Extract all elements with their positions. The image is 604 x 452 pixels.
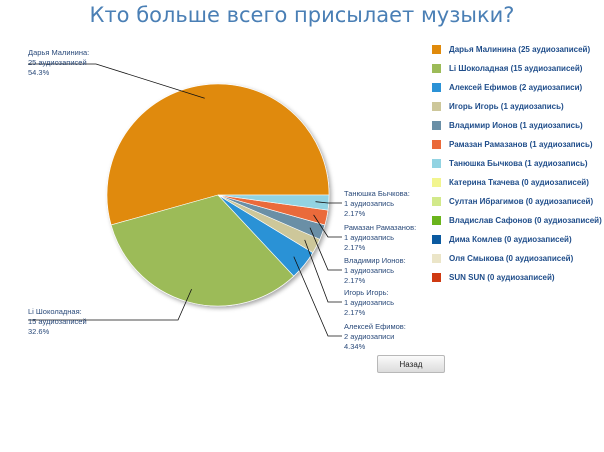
legend-label: Владислав Сафонов (0 аудиозаписей) xyxy=(449,216,602,225)
callout-percent: 2.17% xyxy=(344,276,366,285)
back-button[interactable]: Назад xyxy=(377,355,445,373)
legend-item: Дима Комлев (0 аудиозаписей) xyxy=(432,230,602,249)
slice-callout: Владимир Ионов: 1 аудиозапись 2.17% xyxy=(344,256,406,286)
legend-item: Султан Ибрагимов (0 аудиозаписей) xyxy=(432,192,602,211)
callout-name: Li Шоколадная: xyxy=(28,307,82,316)
legend-label: Рамазан Рамазанов (1 аудиозапись) xyxy=(449,140,593,149)
callout-leader-line xyxy=(304,239,342,303)
callout-percent: 2.17% xyxy=(344,209,366,218)
pie-slice xyxy=(110,194,295,307)
legend-swatch xyxy=(432,159,441,168)
callout-percent: 2.17% xyxy=(344,243,366,252)
legend-item: Танюшка Бычкова (1 аудиозапись) xyxy=(432,154,602,173)
legend-label: Игорь Игорь (1 аудиозапись) xyxy=(449,102,564,111)
callout-leader-line xyxy=(313,214,342,238)
legend-label: Алексей Ефимов (2 аудиозаписи) xyxy=(449,83,583,92)
slice-callout: Li Шоколадная: 15 аудиозаписей 32.6% xyxy=(28,307,87,337)
callout-count: 1 аудиозапись xyxy=(344,199,395,208)
callout-percent: 32.6% xyxy=(28,327,50,336)
legend-item: Катерина Ткачева (0 аудиозаписей) xyxy=(432,173,602,192)
legend-label: Султан Ибрагимов (0 аудиозаписей) xyxy=(449,197,594,206)
legend-swatch xyxy=(432,197,441,206)
legend-swatch xyxy=(432,273,441,282)
callout-name: Алексей Ефимов: xyxy=(344,322,406,331)
callout-leader-line xyxy=(28,63,205,99)
legend-item: Алексей Ефимов (2 аудиозаписи) xyxy=(432,78,602,97)
legend-label: Оля Смыкова (0 аудиозаписей) xyxy=(449,254,574,263)
pie-slice xyxy=(217,194,330,211)
legend-item: Оля Смыкова (0 аудиозаписей) xyxy=(432,249,602,268)
callout-count: 15 аудиозаписей xyxy=(28,317,87,326)
callout-name: Рамазан Рамазанов: xyxy=(344,223,417,232)
slice-callout: Игорь Игорь: 1 аудиозапись 2.17% xyxy=(344,288,394,318)
legend-swatch xyxy=(432,121,441,130)
callout-count: 1 аудиозапись xyxy=(344,266,395,275)
callout-name: Игорь Игорь: xyxy=(344,288,389,297)
legend-swatch xyxy=(432,64,441,73)
legend-label: Дарья Малинина (25 аудиозаписей) xyxy=(449,45,591,54)
legend-label: Li Шоколадная (15 аудиозаписей) xyxy=(449,64,583,73)
legend-item: Li Шоколадная (15 аудиозаписей) xyxy=(432,59,602,78)
slice-callout: Дарья Малинина: 25 аудиозаписей 54.3% xyxy=(28,48,89,78)
slice-callout: Танюшка Бычкова: 1 аудиозапись 2.17% xyxy=(344,189,410,219)
callout-count: 1 аудиозапись xyxy=(344,298,395,307)
legend-swatch xyxy=(432,178,441,187)
slice-callout: Алексей Ефимов: 2 аудиозаписи 4.34% xyxy=(344,322,406,352)
slice-callout: Рамазан Рамазанов: 1 аудиозапись 2.17% xyxy=(344,223,416,253)
legend-swatch xyxy=(432,254,441,263)
legend-item: Игорь Игорь (1 аудиозапись) xyxy=(432,97,602,116)
legend-label: Владимир Ионов (1 аудиозапись) xyxy=(449,121,583,130)
callout-count: 25 аудиозаписей xyxy=(28,58,87,67)
callout-count: 1 аудиозапись xyxy=(344,233,395,242)
legend-swatch xyxy=(432,140,441,149)
legend: Дарья Малинина (25 аудиозаписей) Li Шокол… xyxy=(432,40,602,287)
legend-swatch xyxy=(432,235,441,244)
callout-count: 2 аудиозаписи xyxy=(344,332,395,341)
legend-label: SUN SUN (0 аудиозаписей) xyxy=(449,273,555,282)
callout-name: Владимир Ионов: xyxy=(344,256,406,265)
legend-item: Рамазан Рамазанов (1 аудиозапись) xyxy=(432,135,602,154)
callout-percent: 54.3% xyxy=(28,68,50,77)
legend-item: Владислав Сафонов (0 аудиозаписей) xyxy=(432,211,602,230)
callout-percent: 4.34% xyxy=(344,342,366,351)
legend-label: Катерина Ткачева (0 аудиозаписей) xyxy=(449,178,589,187)
legend-item: Владимир Ионов (1 аудиозапись) xyxy=(432,116,602,135)
legend-swatch xyxy=(432,102,441,111)
legend-swatch xyxy=(432,216,441,225)
legend-item: Дарья Малинина (25 аудиозаписей) xyxy=(432,40,602,59)
callout-name: Танюшка Бычкова: xyxy=(344,189,410,198)
callout-name: Дарья Малинина: xyxy=(28,48,90,57)
legend-swatch xyxy=(432,83,441,92)
callout-leader-line xyxy=(309,227,342,271)
legend-item: SUN SUN (0 аудиозаписей) xyxy=(432,268,602,287)
callout-percent: 2.17% xyxy=(344,308,366,317)
callout-leader-line xyxy=(293,256,342,337)
callout-leader-line xyxy=(315,201,342,204)
legend-swatch xyxy=(432,45,441,54)
legend-label: Дима Комлев (0 аудиозаписей) xyxy=(449,235,572,244)
chart-title: Кто больше всего присылает музыки? xyxy=(89,3,515,27)
callout-leader-line xyxy=(28,288,192,321)
legend-label: Танюшка Бычкова (1 аудиозапись) xyxy=(449,159,588,168)
pie-slice xyxy=(106,83,330,226)
